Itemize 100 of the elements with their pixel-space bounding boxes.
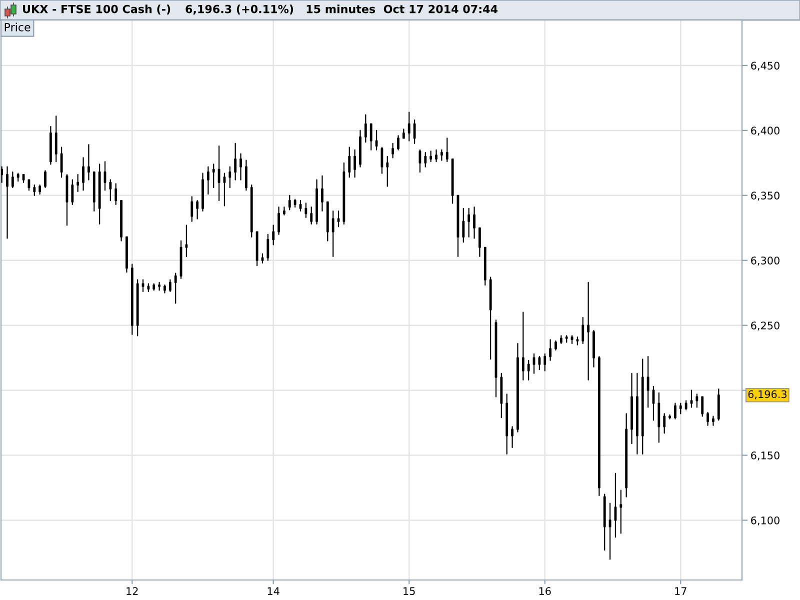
candlestick bbox=[109, 179, 112, 202]
candlestick bbox=[310, 206, 313, 225]
candlestick bbox=[174, 272, 177, 304]
text: 6,196.3 bbox=[748, 390, 786, 400]
candlestick bbox=[587, 282, 590, 380]
candlestick bbox=[234, 142, 237, 180]
candlestick bbox=[87, 144, 90, 180]
candlestick bbox=[294, 198, 296, 208]
candlestick bbox=[663, 413, 666, 434]
y-tick-label: 6,300 bbox=[751, 256, 780, 266]
candlestick bbox=[468, 208, 470, 238]
candlestick bbox=[658, 392, 660, 443]
candlestick bbox=[282, 206, 286, 216]
y-tick-label: 6,350 bbox=[751, 192, 780, 201]
candlestick bbox=[598, 356, 600, 496]
candlestick bbox=[511, 426, 514, 448]
candlestick bbox=[272, 224, 275, 246]
y-tick-label: 6,100 bbox=[751, 516, 780, 526]
candlestick bbox=[114, 183, 118, 206]
candlestick bbox=[359, 130, 362, 168]
candlestick bbox=[1, 166, 4, 183]
candlestick bbox=[321, 175, 324, 212]
candlestick bbox=[364, 114, 367, 143]
candlestick bbox=[516, 342, 519, 432]
candlestick bbox=[554, 340, 557, 351]
candlestick bbox=[120, 200, 122, 242]
candlestick bbox=[435, 149, 438, 162]
candlestick bbox=[33, 184, 36, 196]
candlestick bbox=[256, 231, 258, 266]
candlestick bbox=[674, 402, 676, 420]
candlestick bbox=[142, 279, 144, 292]
candlestick bbox=[76, 174, 80, 192]
candlestick bbox=[196, 200, 199, 220]
candlestick bbox=[430, 150, 432, 162]
x-tick-label: 12 bbox=[126, 587, 138, 595]
y-tick-label: 6,450 bbox=[751, 62, 780, 71]
candlestick bbox=[701, 396, 704, 417]
y-tick-label: 6,250 bbox=[751, 322, 780, 331]
candlestick bbox=[424, 152, 427, 168]
candlestick bbox=[440, 149, 443, 161]
candlestick bbox=[522, 312, 524, 380]
candlestick bbox=[185, 224, 188, 258]
candlestick bbox=[342, 162, 346, 225]
x-tick-label: 14 bbox=[268, 587, 280, 595]
candlestick bbox=[625, 413, 628, 498]
candlestick bbox=[158, 282, 161, 291]
x-tick-label: 15 bbox=[404, 587, 415, 596]
candlestick bbox=[636, 372, 638, 455]
candlestick bbox=[484, 246, 486, 286]
candlestick bbox=[451, 158, 454, 204]
chart-subtitle: 6,196.3 (+0.11%) 15 minutes Oct 17 2014 07:44 bbox=[186, 4, 498, 15]
candlestick bbox=[212, 164, 215, 188]
candlestick bbox=[392, 142, 394, 158]
candlestick bbox=[332, 210, 334, 258]
candlestick bbox=[620, 490, 622, 534]
candlestick bbox=[402, 128, 405, 139]
candlestick bbox=[592, 330, 595, 368]
candlestick bbox=[240, 153, 242, 180]
candlestick bbox=[11, 171, 14, 188]
candlestick bbox=[190, 196, 194, 222]
candlestick bbox=[130, 264, 134, 335]
candlestick bbox=[462, 208, 465, 243]
candlestick bbox=[684, 400, 688, 410]
candlestick bbox=[570, 335, 574, 344]
candlestick bbox=[337, 210, 340, 228]
candlestick bbox=[565, 335, 568, 343]
candlestick bbox=[582, 316, 584, 344]
candlestick bbox=[690, 390, 693, 408]
y-tick-label: 6,400 bbox=[751, 126, 780, 136]
candlestick bbox=[164, 284, 166, 294]
candlestick bbox=[206, 166, 210, 195]
candlestick bbox=[22, 174, 25, 183]
candlestick bbox=[38, 184, 42, 195]
candlestick bbox=[679, 402, 682, 414]
candlestick bbox=[261, 253, 264, 264]
candlestick bbox=[168, 279, 172, 292]
candlestick bbox=[244, 160, 248, 191]
candlestick bbox=[348, 146, 351, 178]
candlestick bbox=[489, 276, 492, 360]
candlestick bbox=[630, 372, 633, 444]
candlestick bbox=[54, 116, 58, 162]
candlestick bbox=[527, 360, 530, 380]
candlestick bbox=[202, 172, 204, 212]
candlestick bbox=[278, 206, 280, 235]
candlestick bbox=[386, 156, 389, 187]
text: Price bbox=[4, 22, 30, 32]
candlestick bbox=[44, 170, 46, 188]
chart-title: UKX - FTSE 100 Cash (-) bbox=[23, 4, 170, 15]
candlestick bbox=[152, 283, 156, 291]
candlestick bbox=[500, 372, 503, 418]
candlestick bbox=[706, 412, 709, 426]
candlestick bbox=[266, 234, 270, 261]
candlestick bbox=[473, 206, 476, 239]
x-tick-label: 17 bbox=[675, 587, 686, 595]
x-tick-label: 16 bbox=[539, 587, 551, 596]
candlestick bbox=[299, 200, 302, 212]
candlestick bbox=[668, 414, 671, 420]
candlestick bbox=[549, 339, 552, 361]
candlestick bbox=[49, 126, 52, 165]
candlestick bbox=[696, 394, 698, 408]
